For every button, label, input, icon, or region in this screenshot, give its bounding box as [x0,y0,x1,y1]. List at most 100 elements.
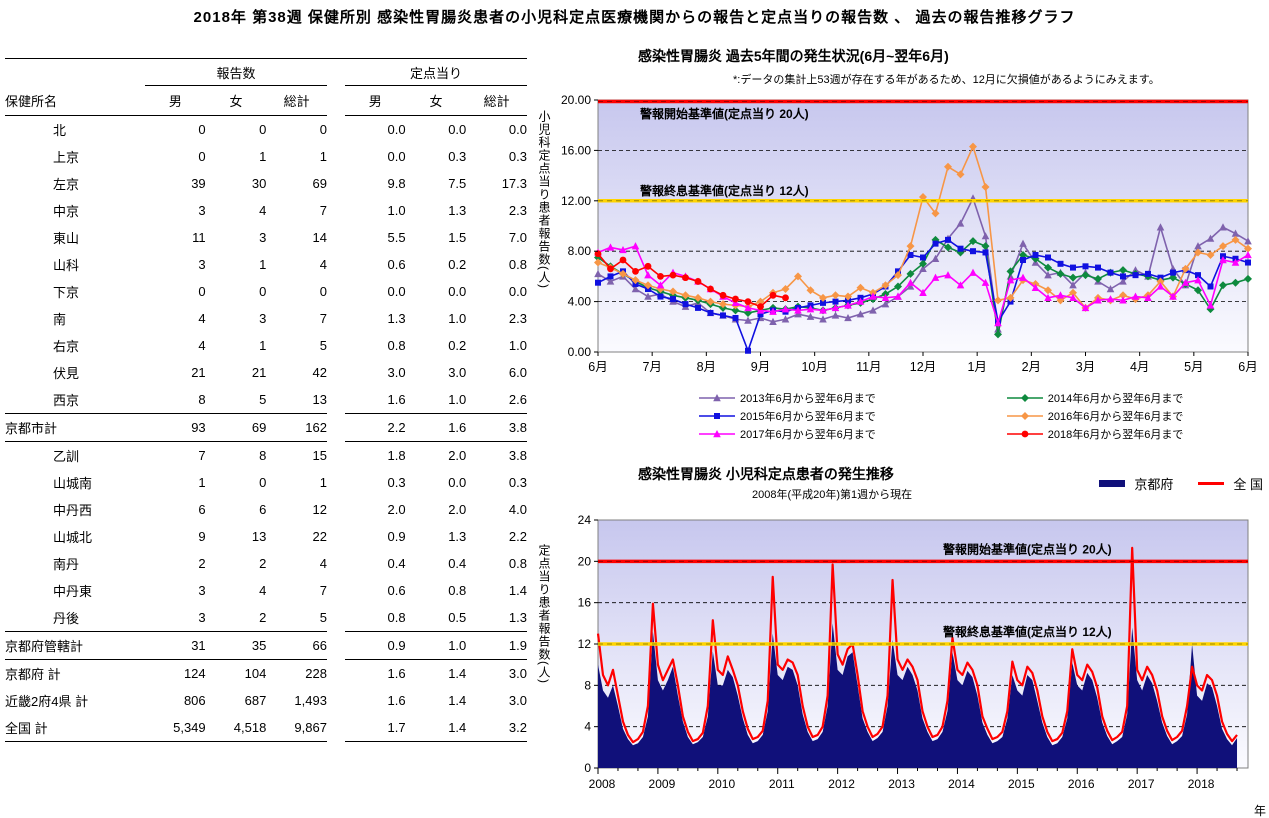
value-cell: 13 [251,529,267,544]
value-cell: 0.0 [387,284,406,299]
health-center-name: 中京 [53,204,80,219]
health-center-name: 伏見 [53,366,80,381]
group-header-row: 報告数 定点当り [5,58,527,86]
table-row: 丹後 3 2 5 0.8 0.5 1.3 [5,604,527,632]
column-gap [327,714,345,742]
value-cell: 4 [319,257,327,272]
value-cell: 0 [198,284,206,299]
value-cell: 4 [319,556,327,571]
value-cell: 2.2 [508,529,527,544]
value-cell: 7 [198,448,206,463]
header-sentinel-total: 総計 [466,85,527,116]
value-cell: 0.8 [448,583,467,598]
value-cell: 0.3 [508,475,527,490]
legend-marker [1006,394,1043,402]
value-cell: 7 [319,311,327,326]
column-gap [327,386,345,414]
value-cell: 8 [259,448,267,463]
svg-text:24: 24 [578,513,592,527]
value-cell: 5 [205,386,267,414]
value-cell: 2.0 [387,502,406,517]
table-row: 京都府管轄計 31 35 66 0.9 1.0 1.9 [5,631,527,660]
value-cell: 687 [244,693,267,708]
value-cell: 0.0 [387,149,406,164]
value-cell: 1.0 [405,386,467,414]
value-cell: 0.3 [508,149,527,164]
value-cell: 7 [319,583,327,598]
svg-text:20: 20 [578,554,592,568]
value-cell: 3.8 [508,448,527,463]
value-cell: 1.4 [448,666,467,681]
health-center-name: 北 [53,123,67,138]
value-cell: 30 [251,176,267,191]
chart-legend: 京都府 全 国 [1099,474,1263,493]
svg-text:1月: 1月 [967,360,986,374]
health-center-name: 中丹西 [53,503,93,518]
value-cell: 1.6 [387,666,406,681]
svg-text:8: 8 [584,678,591,692]
health-center-name: 山城南 [53,476,93,491]
value-cell: 7.5 [448,176,467,191]
table-row: 東山 11 3 14 5.5 1.5 7.0 [5,224,527,251]
value-cell: 806 [183,693,206,708]
value-cell: 7.0 [508,230,527,245]
value-cell: 0.8 [508,257,527,272]
svg-text:4: 4 [584,720,591,734]
x-axis-unit-label: 年 [1253,804,1266,818]
table-row: 山城北 9 13 22 0.9 1.3 2.2 [5,523,527,550]
value-cell: 2 [205,604,267,632]
svg-text:2011: 2011 [769,777,795,791]
chart-subtitle: 2008年(平成20年)第1週から現在 [752,489,913,501]
value-cell: 21 [251,365,267,380]
health-center-name: 京都府管轄計 [5,631,145,660]
svg-text:12.00: 12.00 [561,194,591,208]
svg-text:2015: 2015 [1008,777,1035,791]
legend-item: 2017年6月から翌年6月まで [698,426,876,442]
health-center-name: 上京 [53,150,80,165]
national-series-swatch [1198,482,1225,485]
five-year-line-chart: 警報開始基準値(定点当り 20人) 警報終息基準値(定点当り 12人) 0.00 4.… [561,93,1258,374]
value-cell: 2 [259,556,267,571]
table-row: 山城南 1 0 1 0.3 0.0 0.3 [5,469,527,496]
svg-text:6月: 6月 [1238,360,1257,374]
svg-text:0: 0 [584,761,591,775]
table-row: 乙訓 7 8 15 1.8 2.0 3.8 [5,442,527,470]
header-gap [327,86,345,116]
value-cell: 13 [266,386,327,414]
value-cell: 6 [198,502,206,517]
y-axis-label: 小児科定点当り患者報告数(人) [537,110,551,289]
value-cell: 1.0 [405,631,467,660]
health-center-name: 京都府 計 [5,667,61,682]
sub-header-row: 保健所名 男 女 総計 男 女 総計 [5,85,527,116]
header-blank [5,58,145,86]
health-center-name: 西京 [5,386,145,414]
value-cell: 0.0 [508,122,527,137]
series-2018年6月から翌年6月まで [594,250,789,311]
health-center-name: 丹後 [5,604,145,632]
value-cell: 3 [259,230,267,245]
five-year-chart-panel: 感染性胃腸炎 過去5年間の発生状況(6月~翌年6月) *:データの集計上53週が… [530,44,1269,448]
header-sentinel-female: 女 [405,85,467,116]
value-cell: 0 [259,284,267,299]
svg-text:2月: 2月 [1022,360,1041,374]
value-cell: 1 [198,475,206,490]
value-cell: 2.3 [508,203,527,218]
column-gap [327,116,345,144]
column-gap [327,278,345,305]
value-cell: 3.0 [448,365,467,380]
value-cell: 6.0 [508,365,527,380]
svg-text:2016: 2016 [1068,777,1095,791]
svg-text:8.00: 8.00 [568,244,592,258]
table-row: 山科 3 1 4 0.6 0.2 0.8 [5,251,527,278]
legend-label: 2016年6月から翌年6月まで [1047,411,1184,423]
table-body: 北 0 0 0 0.0 0.0 0.0 上京 0 1 1 0.0 0.3 0.3 左京 39 30 69 9.8 7.… [5,116,527,742]
header-gap [326,58,345,86]
health-center-name: 近畿2府4県 計 [5,694,89,709]
health-center-name: 山科 [53,258,80,273]
svg-text:2013: 2013 [888,777,915,791]
svg-text:4.00: 4.00 [568,295,592,309]
health-center-name: 山城北 [53,530,93,545]
value-cell: 1 [319,475,327,490]
health-center-name: 京都市計 [5,413,145,442]
svg-text:2014: 2014 [948,777,975,791]
